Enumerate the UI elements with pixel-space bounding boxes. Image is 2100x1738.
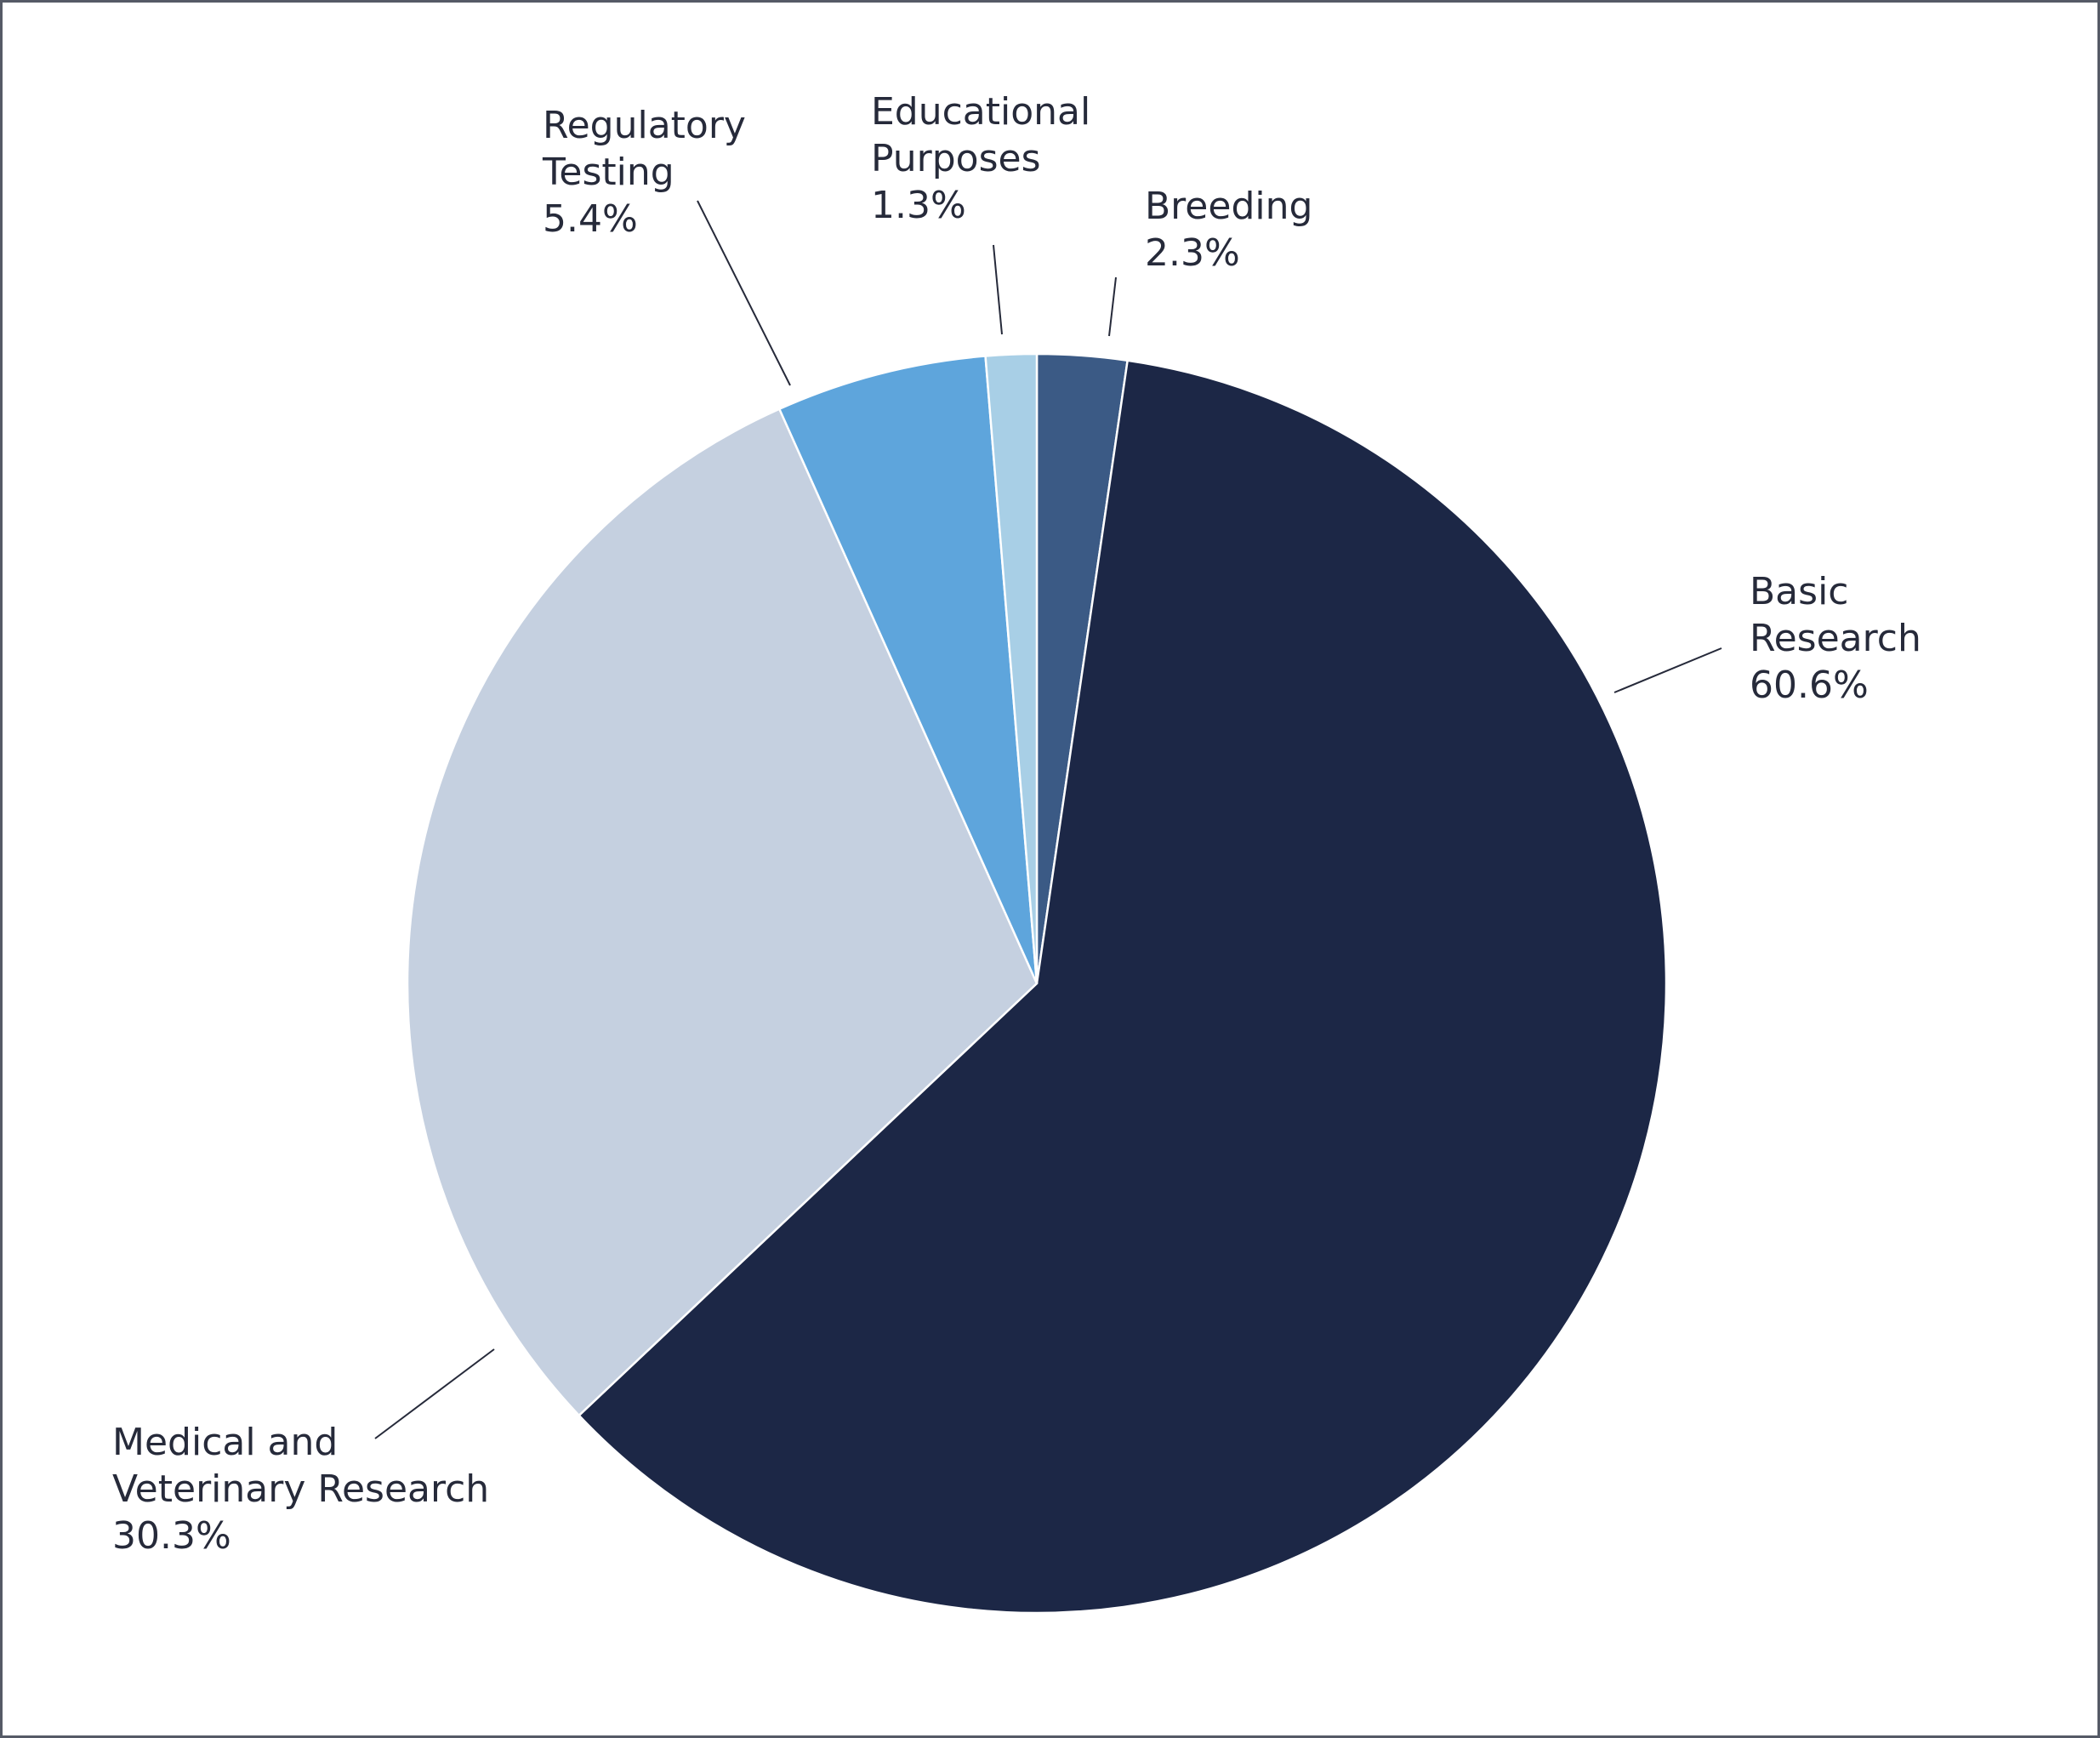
- slice-label-breeding: Breeding 2.3%: [1145, 183, 1312, 276]
- value-label: 5.4%: [543, 197, 638, 241]
- label-text: Testing: [543, 151, 674, 194]
- slice-label-educational-purposes: Educational Purposes 1.3%: [871, 88, 1090, 229]
- pie-chart: [374, 200, 1722, 1615]
- slice-label-basic-research: Basic Research 60.6%: [1750, 568, 1921, 709]
- label-text: Basic: [1750, 570, 1849, 613]
- leader-line-basic-research: [1613, 647, 1722, 693]
- label-text: Breeding: [1145, 185, 1313, 228]
- slice-label-medical-veterinary: Medical and Veterinary Research 30.3%: [112, 1419, 489, 1559]
- value-label: 60.6%: [1750, 664, 1869, 707]
- value-label: 30.3%: [112, 1514, 231, 1558]
- label-text: Research: [1750, 617, 1921, 660]
- pie-slice-educational-purposes: [984, 352, 1039, 984]
- pie-slice-regulatory-testing: [777, 355, 1039, 984]
- slice-label-regulatory-testing: Regulatory Testing 5.4%: [543, 102, 746, 242]
- pie-slice-medical-veterinary: [406, 407, 1039, 1417]
- label-text: Veterinary Research: [112, 1467, 490, 1511]
- label-text: Purposes: [871, 137, 1041, 180]
- leader-line-educational-purposes: [993, 244, 1003, 335]
- label-text: Educational: [871, 90, 1091, 134]
- leader-line-medical-veterinary: [374, 1348, 495, 1439]
- label-text: Regulatory: [543, 104, 746, 147]
- leader-line-breeding: [1108, 276, 1117, 337]
- leader-line-regulatory-testing: [697, 200, 791, 386]
- label-text: Medical and: [112, 1421, 339, 1464]
- pie-slice-basic-research: [577, 359, 1668, 1615]
- value-label: 1.3%: [871, 184, 966, 227]
- value-label: 2.3%: [1145, 231, 1240, 275]
